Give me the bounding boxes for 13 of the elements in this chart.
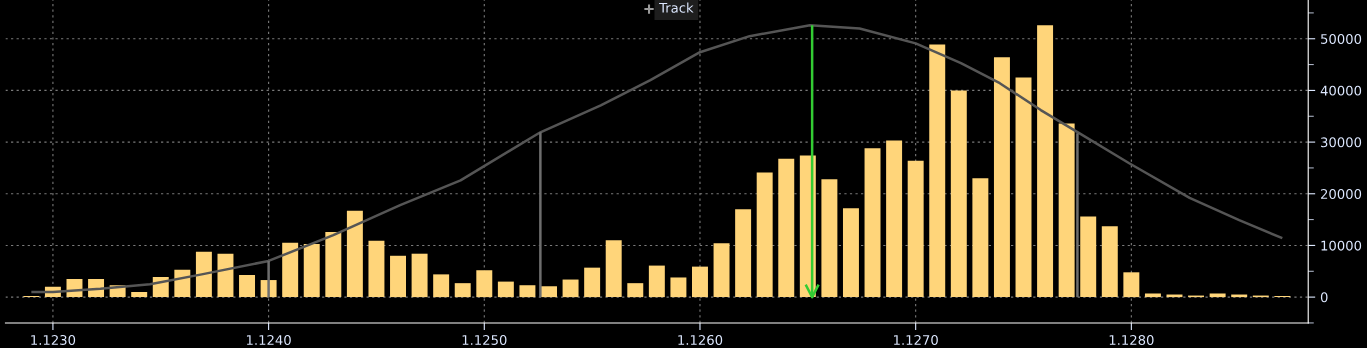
y-tick-label: 20000 — [1320, 188, 1362, 199]
y-tick-label: 50000 — [1321, 33, 1362, 44]
x-tick-label: 1.1260 — [678, 334, 723, 345]
y-tick-label: 10000 — [1321, 240, 1362, 251]
x-tick-label: 1.1270 — [894, 334, 938, 345]
x-tick-label: 1.1230 — [31, 334, 76, 345]
x-tick-label: 1.1280 — [1109, 334, 1154, 345]
x-tick-label: 1.1250 — [462, 334, 507, 345]
annotation: Track — [659, 2, 694, 13]
y-tick-label: 0 — [1320, 292, 1328, 303]
y-tick-label: 30000 — [1321, 137, 1362, 148]
x-tick-label: 1.1240 — [246, 334, 291, 345]
y-tick-label: 40000 — [1320, 85, 1362, 96]
